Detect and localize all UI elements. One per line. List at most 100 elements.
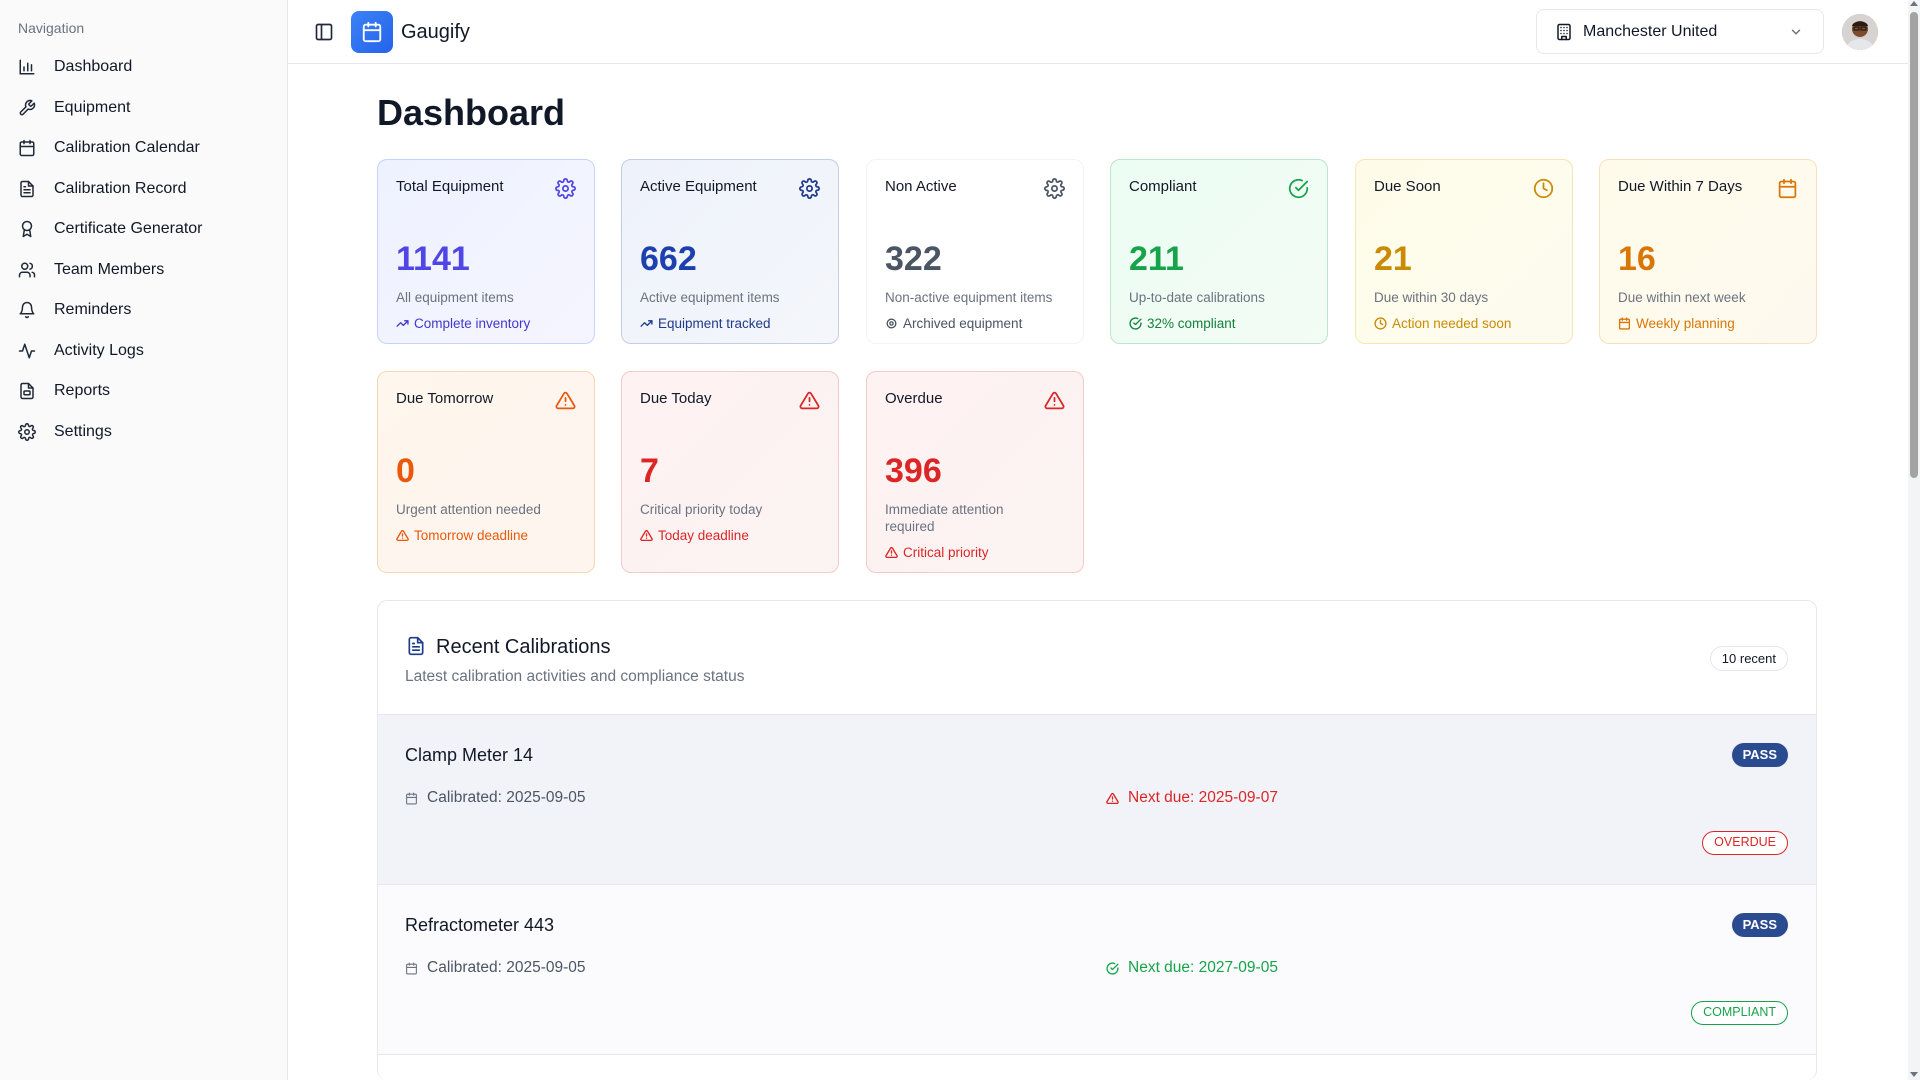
stat-card-active-equipment[interactable]: Active Equipment 662 Active equipment it… bbox=[621, 159, 839, 344]
card-value: 0 bbox=[396, 452, 415, 490]
calendar-icon bbox=[362, 21, 382, 43]
trending-up-icon bbox=[640, 320, 653, 327]
sidebar-item-label: Calibration Record bbox=[54, 179, 187, 197]
card-footer: Action needed soon bbox=[1374, 316, 1511, 331]
activity-icon bbox=[18, 343, 36, 359]
sidebar-item-label: Reminders bbox=[54, 301, 132, 319]
sidebar-item-label: Team Members bbox=[54, 260, 165, 278]
card-footer: Today deadline bbox=[640, 528, 749, 543]
status-badge: OVERDUE bbox=[1702, 831, 1788, 855]
card-value: 211 bbox=[1129, 240, 1184, 278]
card-subtitle: Non-active equipment items bbox=[885, 290, 1053, 305]
chevron-down-icon bbox=[1791, 29, 1801, 35]
check-circle-icon bbox=[1129, 317, 1142, 330]
warning-icon bbox=[555, 391, 576, 410]
stat-card-due-tomorrow[interactable]: Due Tomorrow 0 Urgent attention needed T… bbox=[377, 371, 595, 573]
page-scrollbar[interactable] bbox=[1908, 0, 1920, 1080]
file-text-icon bbox=[408, 636, 424, 656]
card-footer-text: Complete inventory bbox=[414, 316, 531, 331]
card-subtitle: Active equipment items bbox=[640, 290, 780, 305]
scroll-thumb[interactable] bbox=[1910, 12, 1918, 478]
stat-card-due-soon[interactable]: Due Soon 21 Due within 30 days Action ne… bbox=[1355, 159, 1573, 344]
recent-count-badge: 10 recent bbox=[1709, 646, 1788, 671]
calibration-row[interactable]: Refractometer 443 PASS Calibrated: 2025-… bbox=[378, 885, 1816, 1055]
stat-card-total-equipment[interactable]: Total Equipment 1141 All equipment items… bbox=[377, 159, 595, 344]
organization-select[interactable]: Manchester United bbox=[1536, 9, 1824, 54]
card-footer-text: Action needed soon bbox=[1392, 316, 1512, 331]
nav-list: Dashboard Equipment Calibration Calendar… bbox=[0, 47, 288, 452]
card-subtitle: Urgent attention needed bbox=[396, 502, 541, 517]
card-footer: Critical priority bbox=[885, 545, 989, 560]
calibrated-date: Calibrated: 2025-09-05 bbox=[405, 959, 586, 977]
organization-name: Manchester United bbox=[1583, 22, 1718, 40]
sidebar-item-dashboard[interactable]: Dashboard bbox=[0, 47, 288, 88]
card-value: 7 bbox=[640, 452, 659, 490]
card-subtitle: Due within next week bbox=[1618, 290, 1746, 305]
card-value: 21 bbox=[1374, 240, 1412, 278]
warning-icon bbox=[640, 529, 653, 542]
card-footer-text: Archived equipment bbox=[903, 316, 1023, 331]
sidebar-item-label: Settings bbox=[54, 422, 112, 440]
sidebar-item-settings[interactable]: Settings bbox=[0, 412, 288, 453]
sidebar-item-label: Calibration Calendar bbox=[54, 139, 200, 157]
app-logo[interactable] bbox=[351, 11, 393, 53]
calibrated-date: Calibrated: 2025-09-05 bbox=[405, 789, 586, 807]
sidebar-item-reports[interactable]: Reports bbox=[0, 371, 288, 412]
stat-card-due-today[interactable]: Due Today 7 Critical priority today Toda… bbox=[621, 371, 839, 573]
calendar-icon bbox=[1618, 317, 1631, 330]
calibrated-date-text: Calibrated: 2025-09-05 bbox=[427, 959, 586, 976]
page-title: Dashboard bbox=[377, 92, 566, 133]
user-avatar-icon bbox=[1842, 14, 1878, 50]
sidebar-item-certificate-generator[interactable]: Certificate Generator bbox=[0, 209, 288, 250]
card-value: 662 bbox=[640, 240, 697, 278]
sidebar-item-label: Equipment bbox=[54, 98, 131, 116]
sidebar-item-equipment[interactable]: Equipment bbox=[0, 88, 288, 129]
sidebar-item-reminders[interactable]: Reminders bbox=[0, 290, 288, 331]
stat-card-non-active[interactable]: Non Active 322 Non-active equipment item… bbox=[866, 159, 1084, 344]
result-badge: PASS bbox=[1731, 913, 1788, 937]
card-title: Due Today bbox=[640, 390, 712, 407]
warning-icon bbox=[885, 546, 898, 559]
card-subtitle: Up-to-date calibrations bbox=[1129, 290, 1265, 305]
next-due-date: Next due: 2025-09-07 bbox=[1106, 789, 1278, 807]
recent-calibrations-header: Recent Calibrations Latest calibration a… bbox=[378, 601, 1816, 715]
stat-card-compliant[interactable]: Compliant 211 Up-to-date calibrations 32… bbox=[1110, 159, 1328, 344]
card-footer: Complete inventory bbox=[396, 316, 530, 331]
card-value: 1141 bbox=[396, 240, 470, 278]
card-value: 16 bbox=[1618, 240, 1656, 278]
card-footer: Tomorrow deadline bbox=[396, 528, 528, 543]
clock-icon bbox=[1374, 317, 1387, 330]
card-footer-text: Weekly planning bbox=[1636, 316, 1735, 331]
gear-icon bbox=[799, 178, 820, 199]
card-footer: Equipment tracked bbox=[640, 316, 771, 331]
result-badge: PASS bbox=[1731, 743, 1788, 767]
avatar[interactable] bbox=[1842, 14, 1878, 50]
recent-calibrations-title: Recent Calibrations bbox=[436, 636, 611, 658]
report-icon bbox=[20, 383, 34, 400]
clock-icon bbox=[1533, 178, 1554, 199]
sidebar-item-calibration-record[interactable]: Calibration Record bbox=[0, 169, 288, 210]
stat-card-overdue[interactable]: Overdue 396 Immediate attention required… bbox=[866, 371, 1084, 573]
card-title: Overdue bbox=[885, 390, 943, 407]
card-title: Total Equipment bbox=[396, 178, 504, 195]
gear-icon bbox=[886, 318, 897, 329]
next-due-date: Next due: 2027-09-05 bbox=[1106, 959, 1278, 977]
scroll-up-arrow-icon[interactable] bbox=[1910, 1, 1918, 6]
calendar-icon bbox=[406, 792, 417, 804]
scroll-down-arrow-icon[interactable] bbox=[1910, 1072, 1918, 1077]
top-bar: Gaugify Manchester United bbox=[288, 0, 1908, 64]
status-badge: COMPLIANT bbox=[1691, 1001, 1788, 1025]
sidebar-item-activity-logs[interactable]: Activity Logs bbox=[0, 331, 288, 372]
file-text-icon bbox=[20, 180, 34, 197]
recent-calibrations-subtitle: Latest calibration activities and compli… bbox=[405, 668, 745, 685]
sidebar-item-team-members[interactable]: Team Members bbox=[0, 250, 288, 291]
next-due-text: Next due: 2025-09-07 bbox=[1128, 789, 1278, 806]
card-footer: 32% compliant bbox=[1129, 316, 1236, 331]
stat-card-due-within-7-days[interactable]: Due Within 7 Days 16 Due within next wee… bbox=[1599, 159, 1817, 344]
card-value: 322 bbox=[885, 240, 942, 278]
sidebar-item-calibration-calendar[interactable]: Calibration Calendar bbox=[0, 128, 288, 169]
sidebar-toggle-icon[interactable] bbox=[314, 22, 334, 42]
warning-icon bbox=[799, 391, 820, 410]
calibration-row[interactable]: Clamp Meter 14 PASS Calibrated: 2025-09-… bbox=[378, 715, 1816, 885]
users-icon bbox=[18, 262, 36, 278]
